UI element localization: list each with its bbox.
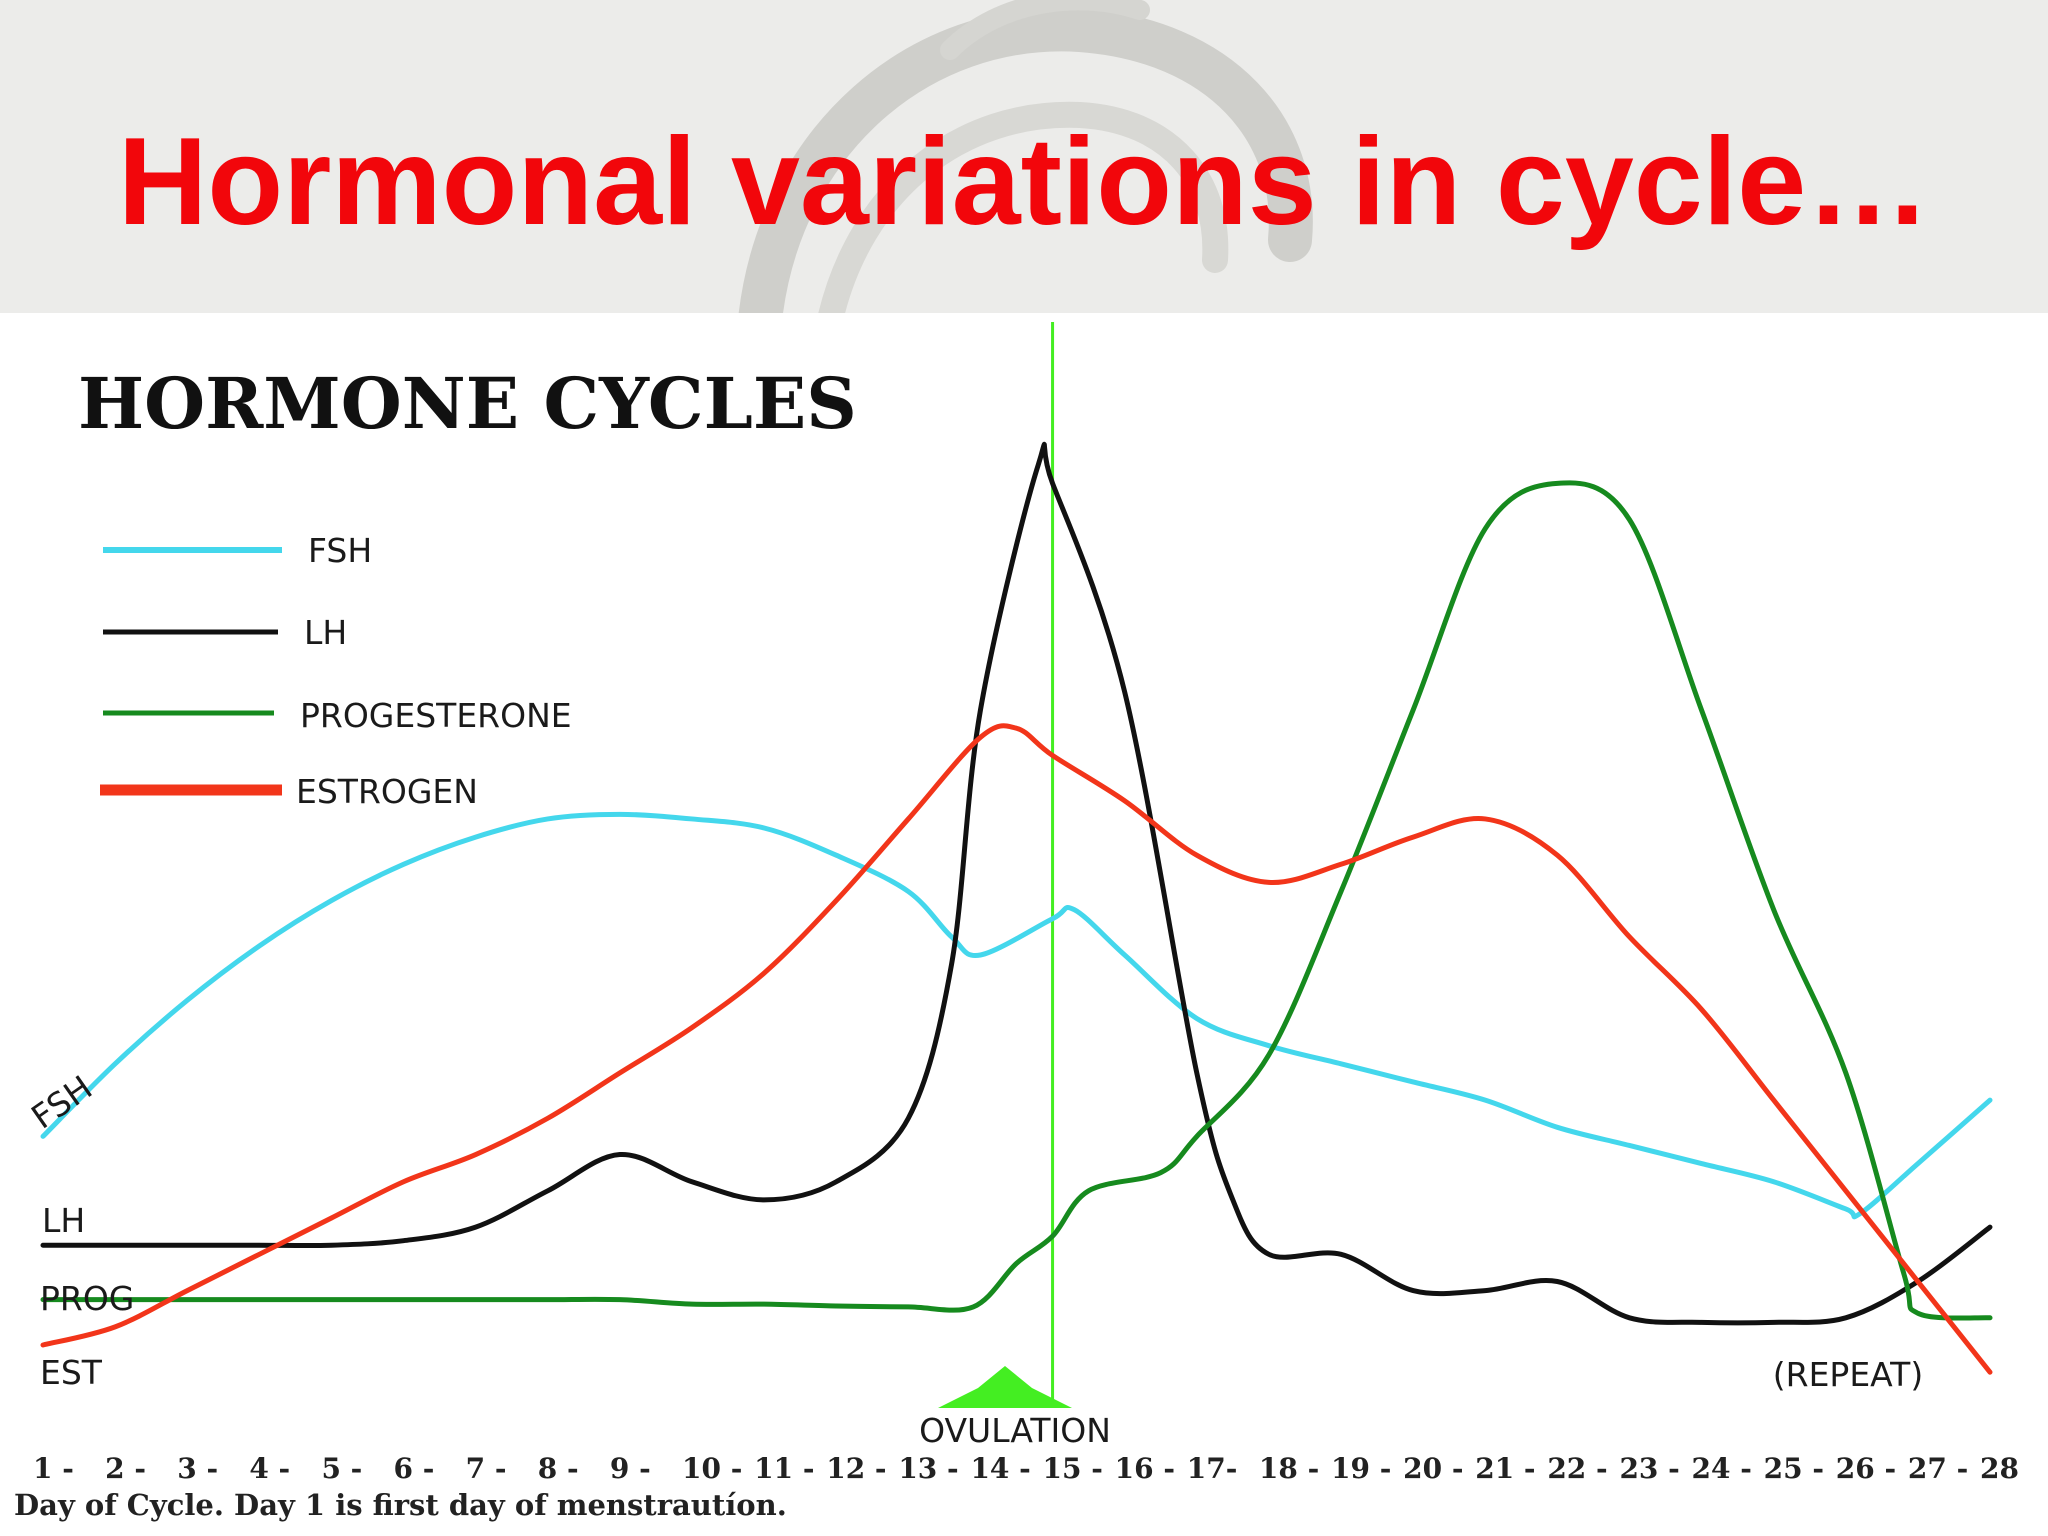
x-axis-ticks: 1 - 2 - 3 - 4 - 5 - 6 - 7 - 8 - 9 - 10 - 11 - 12 - 1… — [33, 1452, 2019, 1485]
legend-label-estrogen: ESTROGEN — [296, 772, 478, 811]
x-tick-label: 16 - — [1115, 1452, 1175, 1485]
x-tick-label: 21 - — [1475, 1452, 1535, 1485]
series-line-lh — [43, 444, 1990, 1323]
x-tick-label: 6 - — [394, 1452, 435, 1485]
x-tick-label: 13 - — [898, 1452, 958, 1485]
x-tick-label: 2 - — [105, 1452, 146, 1485]
legend-label-fsh: FSH — [308, 531, 372, 570]
x-tick-label: 14 - — [970, 1452, 1030, 1485]
repeat-label: (REPEAT) — [1773, 1355, 1923, 1394]
legend: FSH LH PROGESTERONE ESTROGEN — [100, 531, 572, 811]
x-tick-label: 27 - — [1908, 1452, 1968, 1485]
x-tick-label: 5 - — [321, 1452, 362, 1485]
x-tick-label: 18 - — [1259, 1452, 1319, 1485]
series-line-estrogen — [43, 726, 1990, 1372]
x-tick-label: 1 - — [33, 1452, 74, 1485]
series-line-fsh — [43, 814, 1990, 1216]
x-tick-label: 12 - — [826, 1452, 886, 1485]
x-tick-label: 9 - — [610, 1452, 651, 1485]
x-axis-title: Day of Cycle. Day 1 is first day of mens… — [14, 1488, 787, 1522]
legend-label-lh: LH — [304, 613, 347, 652]
chart-title: HORMONE CYCLES — [78, 362, 857, 445]
x-tick-label: 17- — [1187, 1452, 1238, 1485]
ovulation-label: OVULATION — [919, 1411, 1111, 1450]
legend-label-progesterone: PROGESTERONE — [300, 696, 572, 735]
axis-label-est: EST — [40, 1353, 103, 1392]
x-tick-label: 15 - — [1043, 1452, 1103, 1485]
x-tick-label: 7 - — [466, 1452, 507, 1485]
x-tick-label: 24 - — [1692, 1452, 1752, 1485]
axis-label-prog: PROG — [40, 1279, 134, 1318]
x-tick-label: 10 - — [682, 1452, 742, 1485]
x-tick-label: 25 - — [1764, 1452, 1824, 1485]
axis-label-fsh: FSH — [24, 1068, 99, 1137]
x-tick-label: 26 - — [1836, 1452, 1896, 1485]
x-tick-label: 22 - — [1547, 1452, 1607, 1485]
x-tick-label: 4 - — [249, 1452, 290, 1485]
x-tick-label: 28 — [1980, 1452, 2019, 1485]
series-group — [43, 444, 1990, 1372]
x-tick-label: 11 - — [754, 1452, 814, 1485]
x-tick-label: 3 - — [177, 1452, 218, 1485]
x-tick-label: 19 - — [1331, 1452, 1391, 1485]
x-tick-label: 8 - — [538, 1452, 579, 1485]
x-tick-label: 23 - — [1619, 1452, 1679, 1485]
x-tick-label: 20 - — [1403, 1452, 1463, 1485]
axis-label-lh: LH — [42, 1201, 85, 1240]
